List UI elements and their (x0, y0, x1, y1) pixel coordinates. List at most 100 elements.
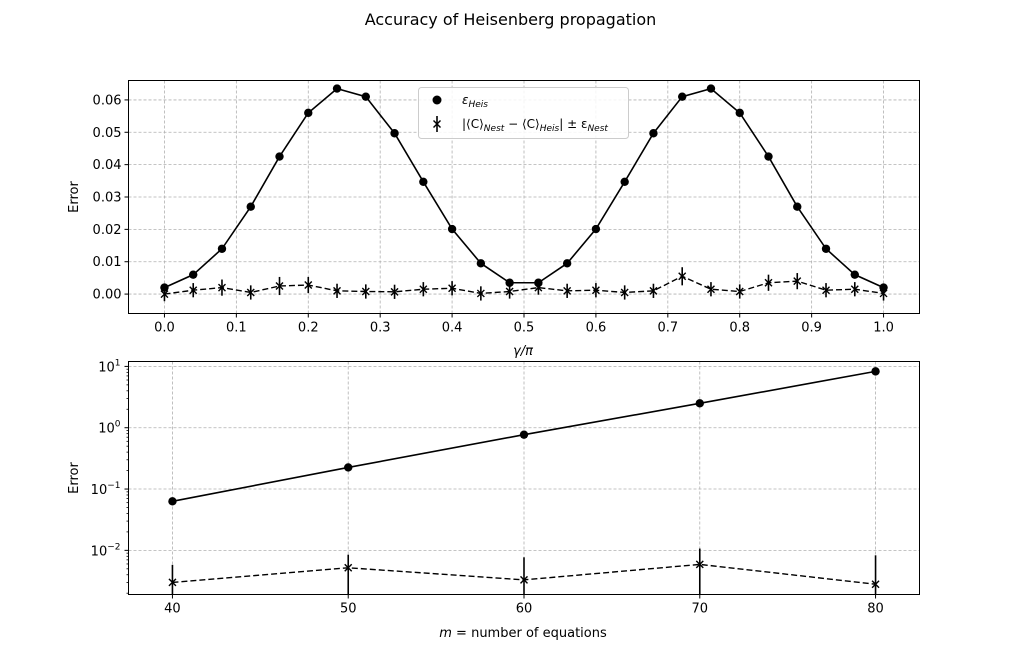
top-nest-point (217, 283, 226, 292)
bottom-heis-point (168, 497, 177, 506)
bottom-x-tick-label: 80 (867, 602, 884, 617)
top-heis-point (476, 259, 486, 268)
top-y-tick-label: 0.03 (93, 191, 122, 206)
top-nest-point (304, 281, 313, 290)
bottom-y-tick-exp: −2 (107, 542, 120, 552)
legend-nest-label: |⟨C⟩Nest − ⟨C⟩Heis| ± εNest (462, 117, 608, 134)
top-nest-point (678, 272, 687, 281)
bottom-y-tick-exp: 0 (115, 420, 121, 430)
top-heis-point (505, 278, 514, 287)
top-chart-legend: εHeis |⟨C⟩Nest − ⟨C⟩Heis| ± εNest (418, 87, 629, 139)
top-nest-point-stroke-b (822, 286, 831, 295)
bottom-y-tick-exp: −1 (107, 481, 120, 491)
top-nest-point-stroke-b (275, 281, 284, 290)
bottom-chart-data (168, 367, 880, 595)
bottom-y-tick-base: 10 (91, 544, 108, 559)
top-nest-point (534, 283, 543, 292)
top-heis-point (304, 108, 313, 118)
top-nest-point (390, 287, 399, 296)
top-nest-point-stroke-b (419, 285, 428, 294)
top-nest-point-stroke-b (505, 287, 514, 296)
top-y-tick-label: 0.06 (93, 93, 122, 108)
top-heis-point (332, 84, 342, 93)
top-y-tick-label: 0.01 (93, 255, 122, 270)
top-nest-point-stroke-b (361, 287, 370, 296)
top-x-tick-label: 0.6 (586, 321, 607, 336)
figure-title: Accuracy of Heisenberg propagation (364, 10, 657, 29)
top-heis-point (390, 129, 399, 138)
top-nest-point-stroke-b (534, 283, 543, 292)
bottom-y-tick-base: 10 (98, 422, 115, 437)
top-chart-data (160, 84, 888, 302)
top-nest-point-stroke-b (620, 288, 629, 297)
top-chart-ticks: 0.0 0.1 0.2 0.3 0.4 0.5 0.6 0.7 0.8 0.9 1.0 0.00 0.0… (93, 93, 894, 335)
top-nest-point-stroke-b (304, 281, 313, 290)
top-chart: 0.0 0.1 0.2 0.3 0.4 0.5 0.6 0.7 0.8 0.9 1.0 0.00 0.0… (67, 80, 920, 359)
top-nest-point-stroke-b (448, 284, 457, 293)
top-x-tick-label: 0.7 (657, 321, 678, 336)
bottom-y-tick-label: 10−2 (91, 542, 121, 559)
bottom-heis-point (519, 430, 529, 439)
bottom-nest-point (168, 578, 177, 587)
top-y-tick-label: 0.02 (93, 223, 122, 238)
top-nest-point-stroke-b (189, 286, 198, 295)
top-heis-point (217, 244, 227, 253)
top-x-tick-label: 1.0 (873, 321, 894, 336)
top-nest-point (476, 289, 485, 298)
bottom-chart-xlabel: m = number of equations (439, 626, 607, 641)
top-heis-point (275, 152, 284, 161)
bottom-y-tick-label: 101 (98, 358, 120, 375)
bottom-nest-point (344, 563, 353, 572)
top-heis-point (361, 92, 370, 101)
bottom-y-tick-exp: 1 (115, 358, 121, 368)
top-nest-point (764, 278, 773, 287)
top-chart-ylabel: Error (67, 181, 82, 213)
top-nest-point (275, 281, 284, 290)
bottom-nest-point-stroke-b (520, 575, 528, 584)
top-nest-point-stroke-b (879, 289, 888, 298)
top-nest-point (793, 277, 802, 286)
bottom-nest-point (871, 580, 880, 589)
top-nest-point-stroke-b (649, 286, 658, 295)
top-x-tick-label: 0.8 (729, 321, 750, 336)
bottom-chart-grid (128, 361, 920, 595)
bottom-heis-point (344, 463, 353, 472)
top-heis-point (793, 202, 802, 211)
legend-heis-marker (432, 95, 442, 105)
legend-heis-label: εHeis (462, 93, 488, 110)
bottom-x-tick-label: 70 (692, 602, 709, 617)
top-nest-point-stroke-b (390, 287, 399, 296)
top-x-tick-label: 0.4 (442, 321, 463, 336)
top-nest-line (164, 275, 884, 295)
bottom-nest-point-stroke-b (695, 560, 704, 569)
bottom-x-tick-label: 40 (164, 602, 181, 617)
top-nest-point-stroke-b (735, 287, 744, 296)
bottom-y-tick-base: 10 (98, 360, 115, 375)
top-x-tick-label: 0.0 (154, 321, 175, 336)
top-heis-point (821, 244, 831, 253)
top-heis-point (649, 129, 658, 138)
top-heis-point (419, 177, 428, 186)
top-y-tick-label: 0.04 (93, 158, 122, 173)
top-nest-point-stroke-b (246, 288, 255, 297)
top-nest-point-stroke-b (333, 286, 342, 295)
top-nest-point-stroke-b (476, 289, 485, 298)
bottom-heis-point (871, 367, 880, 376)
top-heis-point (620, 177, 629, 186)
legend-box (418, 87, 629, 139)
bottom-x-tick-label: 50 (340, 602, 357, 617)
top-x-tick-label: 0.5 (514, 321, 535, 336)
top-nest-point (850, 285, 859, 294)
top-x-tick-label: 0.2 (298, 321, 319, 336)
top-heis-point (447, 224, 457, 234)
top-y-tick-label: 0.05 (93, 126, 122, 141)
bottom-y-tick-label: 100 (98, 420, 121, 437)
top-nest-point (189, 286, 198, 295)
top-x-tick-label: 0.3 (370, 321, 391, 336)
top-nest-point-stroke-b (591, 286, 600, 295)
bottom-nest-point-stroke-b (871, 580, 880, 589)
bottom-nest-point (695, 560, 704, 569)
